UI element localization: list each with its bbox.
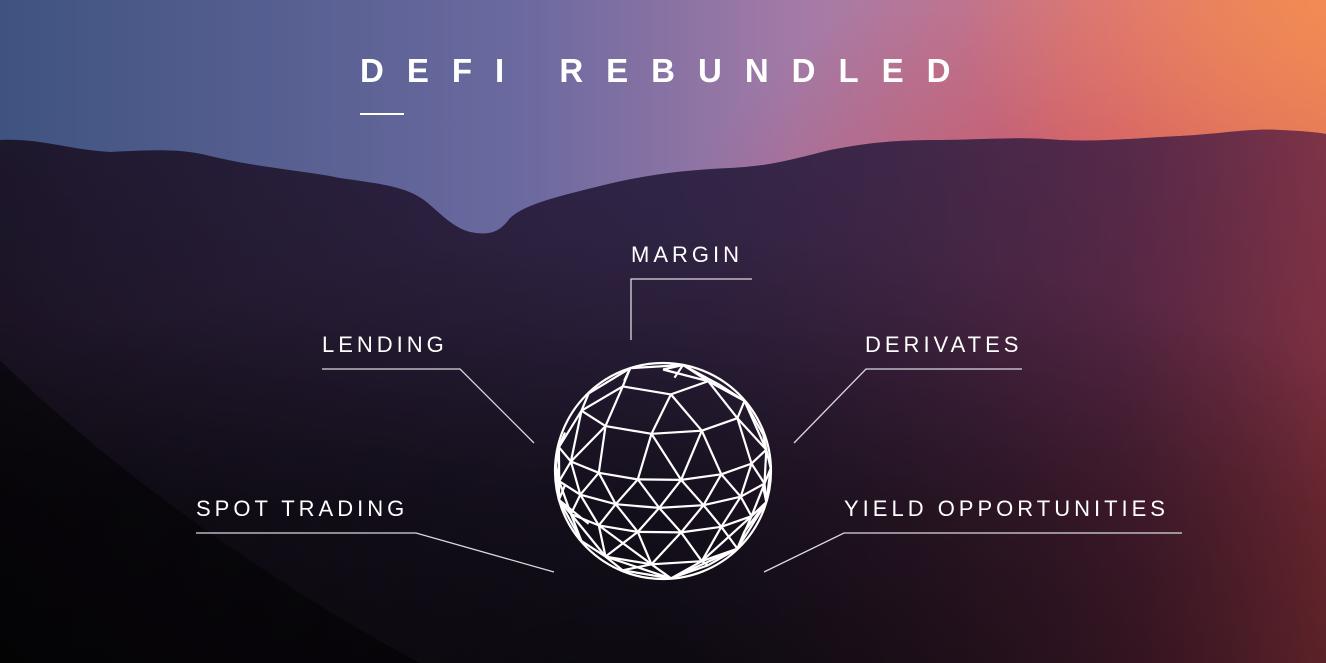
page-title: DEFI REBUNDLED	[360, 52, 974, 89]
label-lending: LENDING	[322, 332, 448, 357]
leader-line-lending	[322, 368, 535, 444]
leader-line-derivates	[793, 368, 1022, 444]
leader-line-yield-opportunities	[763, 532, 1182, 573]
label-spot-trading: SPOT TRADING	[196, 496, 409, 521]
title-underline	[360, 113, 404, 115]
leader-line-margin	[630, 278, 752, 340]
label-yield-opportunities: YIELD OPPORTUNITIES	[844, 496, 1169, 521]
leader-line-spot-trading	[196, 532, 555, 573]
geodesic-sphere-icon	[553, 361, 773, 581]
label-derivates: DERIVATES	[865, 332, 1023, 357]
label-margin: MARGIN	[631, 242, 743, 267]
